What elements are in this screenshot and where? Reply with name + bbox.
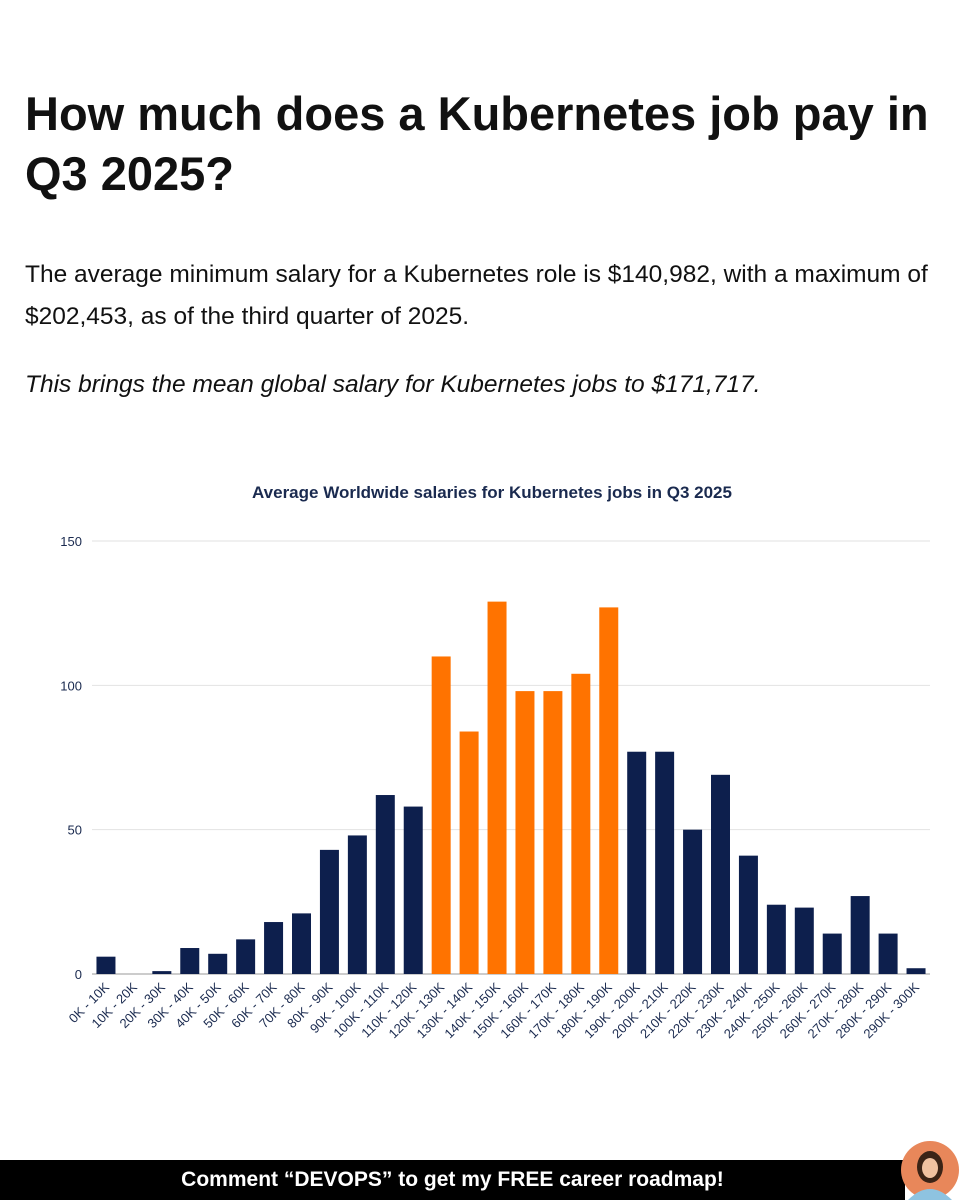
bar	[180, 948, 200, 974]
bar	[347, 835, 367, 974]
bar	[292, 913, 311, 974]
bar	[850, 896, 870, 974]
bar	[878, 933, 898, 974]
bar	[403, 806, 423, 974]
bar	[683, 829, 703, 974]
bar	[431, 656, 451, 974]
bar	[738, 855, 758, 974]
bar	[571, 673, 591, 974]
bar	[236, 939, 256, 974]
bar	[599, 607, 619, 974]
bar	[794, 907, 814, 974]
bar	[711, 774, 730, 974]
y-tick-label: 150	[60, 534, 82, 549]
bar	[766, 904, 786, 974]
paragraph: This brings the mean global salary for K…	[25, 371, 761, 398]
bar	[375, 795, 395, 974]
bar	[906, 968, 926, 974]
bar	[96, 956, 116, 974]
bar	[487, 601, 507, 974]
bar	[319, 849, 339, 974]
y-tick-label: 50	[68, 823, 82, 838]
footer-banner: Comment “DEVOPS” to get my FREE career r…	[0, 1160, 905, 1200]
paragraph: The average minimum salary for a Kuberne…	[25, 261, 928, 330]
avatar	[901, 1141, 959, 1200]
bar	[822, 933, 842, 974]
bar	[655, 751, 675, 974]
bar	[543, 691, 563, 974]
chart-title: Average Worldwide salaries for Kubernete…	[252, 483, 732, 502]
bar	[627, 751, 647, 974]
y-tick-label: 0	[75, 967, 82, 982]
bar	[264, 922, 284, 974]
bar	[152, 971, 172, 974]
bar	[208, 953, 228, 974]
chart: Average Worldwide salaries for Kubernete…	[60, 483, 930, 1041]
headline: How much does a Kubernetes job pay in Q3…	[25, 87, 929, 200]
bar	[515, 691, 535, 974]
bar	[459, 731, 479, 974]
y-tick-label: 100	[60, 678, 82, 693]
